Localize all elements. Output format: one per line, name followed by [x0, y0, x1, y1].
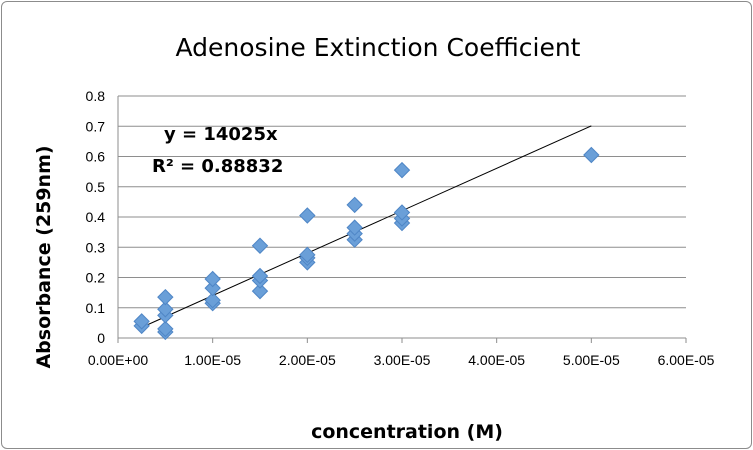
y-tick-label: 0.6 — [86, 149, 106, 165]
x-tick-label: 5.00E-05 — [563, 352, 620, 368]
y-tick-label: 0.5 — [86, 179, 106, 195]
x-tick-label: 1.00E-05 — [184, 352, 241, 368]
x-tick-label: 3.00E-05 — [374, 352, 431, 368]
trendline-r-squared: R² = 0.88832 — [152, 156, 283, 177]
x-tick-label: 2.00E-05 — [279, 352, 336, 368]
trendline-equation: y = 14025x — [164, 124, 278, 145]
y-tick-labels: 0 0.1 0.2 0.3 0.4 0.5 0.6 0.7 0.8 — [86, 88, 106, 346]
x-tick-label: 0.00E+00 — [88, 352, 149, 368]
data-point — [204, 270, 221, 288]
data-point — [251, 237, 269, 254]
data-point — [251, 267, 269, 285]
x-tick-labels: 0.00E+00 1.00E-05 2.00E-05 3.00E-05 4.00E-05… — [88, 352, 715, 368]
data-points — [133, 146, 600, 341]
y-tick-label: 0.7 — [86, 118, 106, 134]
trendline-group — [141, 125, 592, 328]
data-point — [346, 219, 363, 236]
x-tick-label: 4.00E-05 — [468, 352, 525, 368]
data-point — [157, 320, 174, 338]
y-tick-label: 0.2 — [86, 270, 106, 286]
chart-title: Adenosine Extinction Coefficient — [176, 33, 581, 62]
data-point — [204, 279, 221, 297]
y-tick-label: 0.8 — [86, 88, 106, 104]
data-point — [299, 207, 316, 224]
data-point — [393, 161, 411, 179]
data-point — [583, 146, 600, 164]
data-point — [204, 291, 221, 309]
y-tick-label: 0.4 — [86, 209, 106, 225]
y-tick-label: 0.3 — [86, 239, 106, 255]
x-axis-title: concentration (M) — [311, 421, 503, 443]
x-tick-label: 6.00E-05 — [658, 352, 715, 368]
data-point — [251, 282, 269, 300]
data-point — [393, 204, 411, 221]
data-point — [157, 288, 174, 306]
axes — [117, 96, 687, 343]
trendline — [141, 125, 592, 328]
data-point — [299, 246, 316, 264]
y-axis-title: Absorbance (259nm) — [33, 145, 55, 368]
data-point — [346, 196, 363, 214]
data-point — [133, 313, 150, 330]
y-tick-label: 0.1 — [86, 300, 106, 316]
y-tick-label: 0 — [97, 330, 105, 346]
data-point — [157, 301, 174, 318]
